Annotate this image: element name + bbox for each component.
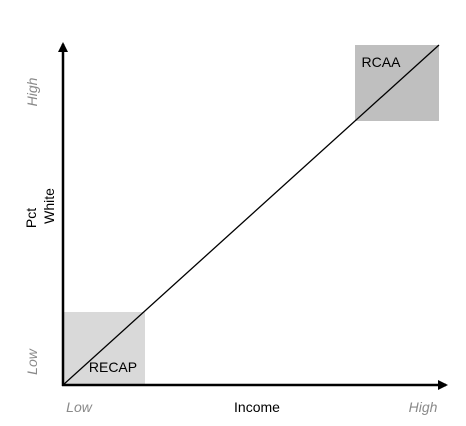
x-axis-title: Income [234, 399, 280, 415]
diagonal-line [62, 44, 440, 386]
x-tick-high: High [409, 399, 438, 415]
y-axis-title-line1: Pct [23, 208, 39, 228]
recap-label: RECAP [89, 359, 137, 375]
y-tick-high: High [24, 77, 40, 106]
y-tick-low: Low [24, 348, 40, 375]
rcaa-label: RCAA [362, 54, 402, 70]
x-tick-low: Low [66, 399, 93, 415]
y-axis-title-line2: White [41, 188, 57, 224]
